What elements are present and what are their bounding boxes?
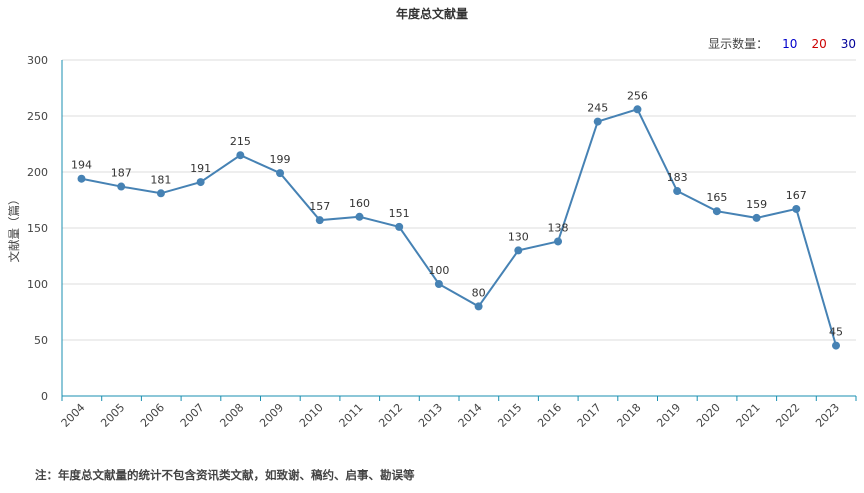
data-label: 199 xyxy=(270,153,291,166)
data-point xyxy=(792,204,801,213)
x-tick-label: 2016 xyxy=(535,401,564,430)
data-point xyxy=(355,212,364,221)
data-point xyxy=(236,151,245,160)
x-tick-label: 2023 xyxy=(813,401,842,430)
chart-title: 年度总文献量 xyxy=(395,7,468,21)
data-label: 165 xyxy=(706,191,727,204)
x-tick-label: 2006 xyxy=(138,401,167,430)
data-point xyxy=(474,302,483,311)
data-point xyxy=(673,187,682,196)
x-tick-label: 2015 xyxy=(495,401,524,430)
data-label: 194 xyxy=(71,159,92,172)
data-label: 183 xyxy=(667,171,688,184)
data-label: 138 xyxy=(548,221,569,234)
data-label: 245 xyxy=(587,102,608,115)
y-tick-label: 250 xyxy=(27,110,48,123)
x-tick-label: 2007 xyxy=(178,401,207,430)
data-point xyxy=(77,174,86,183)
x-tick-label: 2008 xyxy=(217,401,246,430)
data-label: 159 xyxy=(746,198,767,211)
y-axis-label: 文献量（篇） xyxy=(7,194,21,263)
data-label: 167 xyxy=(786,189,807,202)
data-point xyxy=(593,117,602,126)
data-point xyxy=(752,213,761,222)
x-tick-label: 2022 xyxy=(773,401,802,430)
x-tick-label: 2004 xyxy=(59,401,88,430)
data-point xyxy=(514,246,523,255)
data-label: 130 xyxy=(508,230,529,243)
data-point xyxy=(633,105,642,114)
data-point xyxy=(196,178,205,187)
x-tick-label: 2005 xyxy=(98,401,127,430)
display-count-option-20[interactable]: 20 xyxy=(811,36,827,51)
x-tick-label: 2019 xyxy=(654,401,683,430)
data-label: 100 xyxy=(428,264,449,277)
data-label: 215 xyxy=(230,135,251,148)
data-label: 181 xyxy=(150,173,171,186)
data-point xyxy=(832,341,840,350)
data-point xyxy=(712,207,721,216)
data-label: 157 xyxy=(309,200,330,213)
data-point xyxy=(395,222,404,231)
display-count-option-30[interactable]: 30 xyxy=(840,36,856,51)
x-tick-label: 2014 xyxy=(456,401,485,430)
data-label: 187 xyxy=(111,167,132,180)
data-label: 45 xyxy=(829,326,843,339)
x-tick-label: 2021 xyxy=(734,401,763,430)
data-point xyxy=(554,237,563,246)
data-point xyxy=(434,280,443,288)
x-tick-label: 2012 xyxy=(376,401,405,430)
x-tick-label: 2011 xyxy=(337,401,366,430)
footnote: 注：年度总文献量的统计不包含资讯类文献，如致谢、稿约、启事、勘误等 xyxy=(35,468,415,482)
data-point xyxy=(117,182,126,191)
data-label: 256 xyxy=(627,89,648,102)
data-label: 191 xyxy=(190,162,211,175)
y-tick-label: 150 xyxy=(27,222,48,235)
data-label: 160 xyxy=(349,197,370,210)
y-tick-label: 200 xyxy=(27,166,48,179)
y-tick-label: 100 xyxy=(27,278,48,291)
series-line xyxy=(81,108,837,346)
data-label: 151 xyxy=(389,207,410,220)
y-tick-label: 300 xyxy=(27,54,48,67)
display-count-label: 显示数量： xyxy=(708,37,769,51)
data-point xyxy=(315,216,324,225)
data-point xyxy=(276,169,285,178)
display-count-selector: 显示数量： 10 20 30 xyxy=(708,35,856,52)
x-tick-label: 2010 xyxy=(297,401,326,430)
x-tick-label: 2020 xyxy=(694,401,723,430)
y-tick-label: 0 xyxy=(41,390,48,403)
data-point xyxy=(156,189,165,198)
x-tick-label: 2018 xyxy=(615,401,644,430)
x-tick-label: 2009 xyxy=(257,401,286,430)
data-label: 80 xyxy=(472,286,486,299)
x-tick-label: 2017 xyxy=(575,401,604,430)
x-tick-label: 2013 xyxy=(416,401,445,430)
y-tick-label: 50 xyxy=(34,334,48,347)
display-count-option-10[interactable]: 10 xyxy=(782,36,798,51)
